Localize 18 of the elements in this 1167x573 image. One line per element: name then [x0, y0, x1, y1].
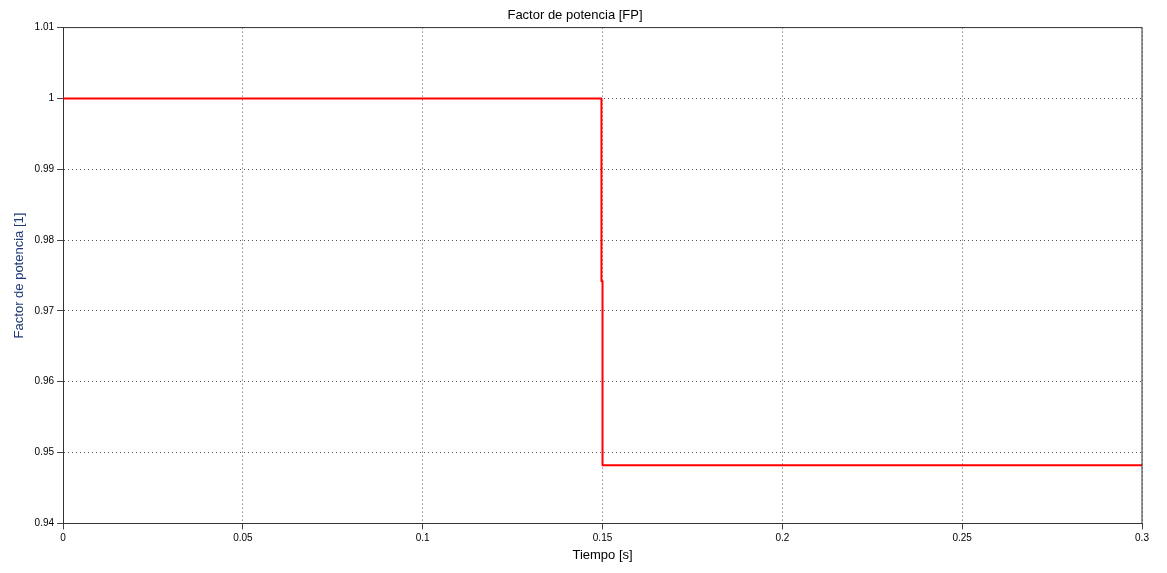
y-tick-label: 0.97: [34, 304, 55, 316]
x-tick-label: 0.15: [592, 532, 613, 544]
x-tick-label: 0.05: [233, 532, 254, 544]
y-tick-label: 0.94: [34, 517, 55, 529]
y-axis-title: Factor de potencia [1]: [11, 212, 27, 339]
y-tick-label: 0.96: [34, 375, 55, 387]
x-axis-title: Tiempo [s]: [572, 546, 633, 562]
x-tick-label: 0.25: [952, 532, 973, 544]
y-tick-label: 0.98: [34, 233, 55, 245]
y-tick-label: 1: [48, 92, 55, 104]
x-tick-label: 0.2: [775, 532, 790, 544]
x-tick-label: 0.1: [415, 532, 431, 544]
chart-title: Factor de potencia [FP]: [507, 7, 643, 23]
y-tick-label: 1.01: [34, 21, 55, 33]
y-tick-label: 0.99: [34, 163, 55, 175]
x-tick-label: 0.3: [1135, 532, 1150, 544]
y-tick-label: 0.95: [34, 446, 55, 458]
x-tick-label: 0: [60, 532, 67, 544]
